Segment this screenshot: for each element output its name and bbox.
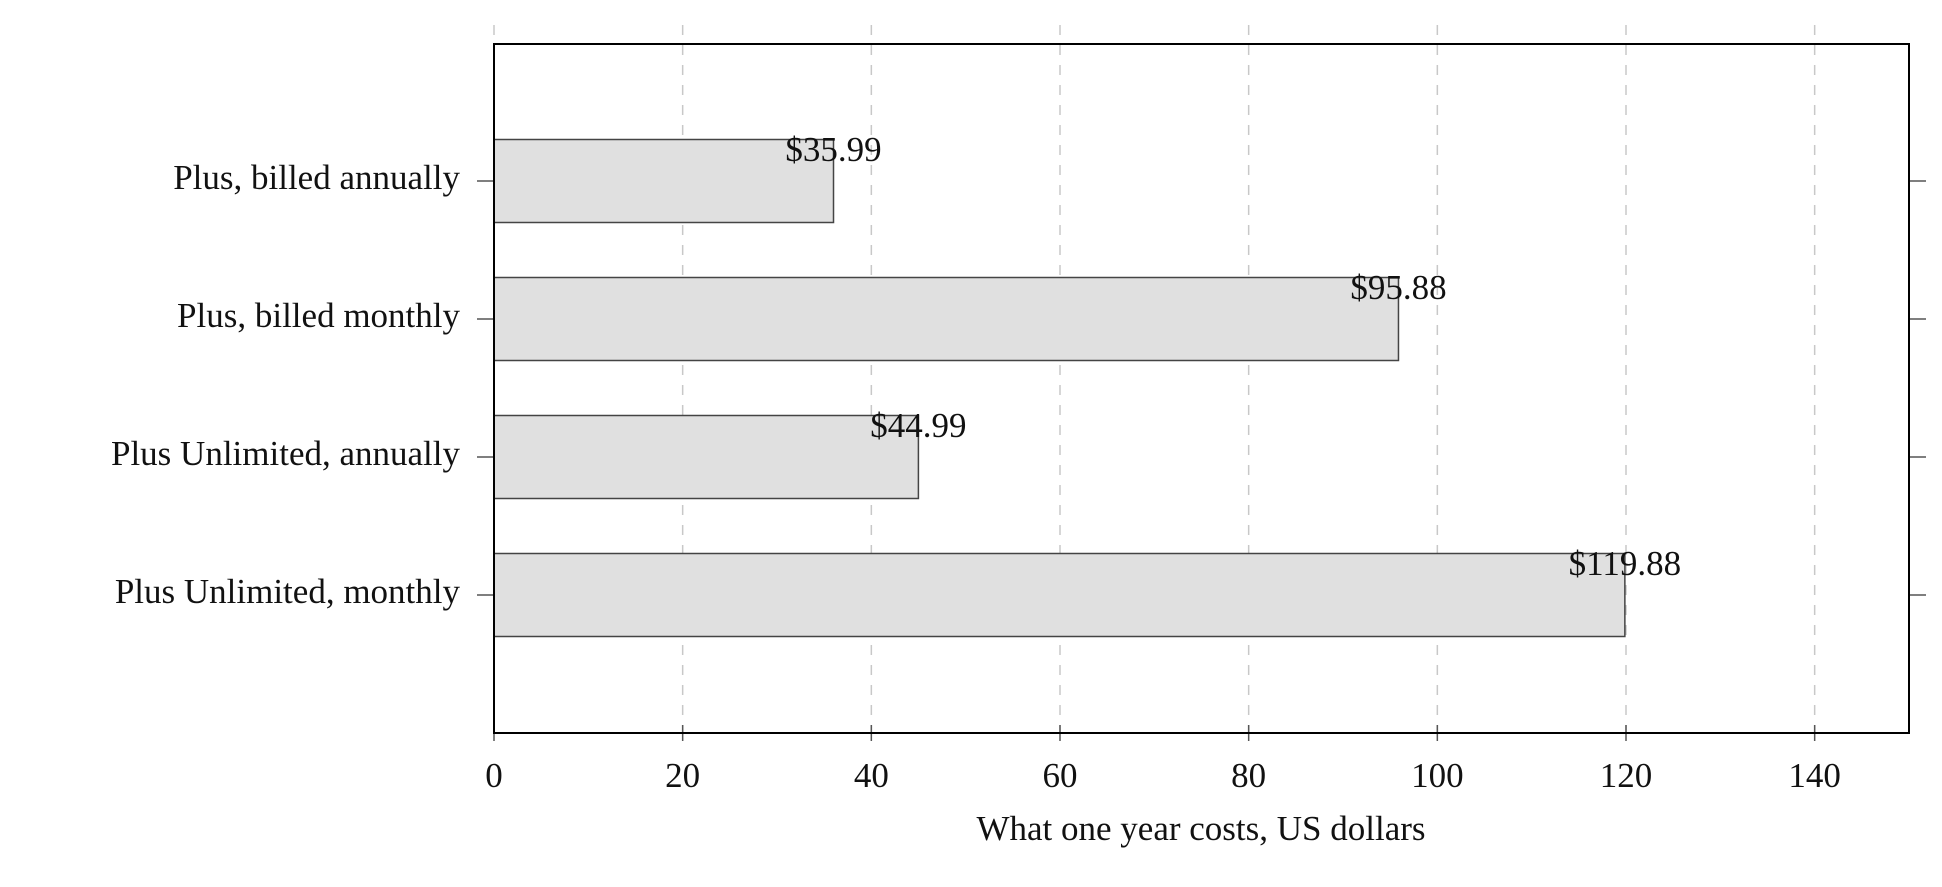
- data-label: $44.99: [870, 406, 966, 445]
- data-label: $35.99: [785, 130, 881, 169]
- x-axis-label: What one year costs, US dollars: [976, 809, 1425, 848]
- x-tick-label: 80: [1231, 756, 1266, 795]
- x-tick-label: 120: [1600, 756, 1653, 795]
- x-tick-label: 40: [854, 756, 889, 795]
- bar: [493, 138, 835, 224]
- bar: [493, 276, 1400, 362]
- y-tick-label: Plus Unlimited, monthly: [115, 572, 461, 611]
- x-tick-label: 0: [485, 756, 503, 795]
- data-label: $95.88: [1350, 268, 1446, 307]
- plot-frame: [493, 43, 1910, 734]
- data-label: $119.88: [1569, 544, 1681, 583]
- x-tick-label: 20: [665, 756, 700, 795]
- x-tick-label: 140: [1788, 756, 1841, 795]
- y-tick-label: Plus, billed monthly: [177, 296, 460, 335]
- bar: [493, 552, 1626, 638]
- x-tick-label: 60: [1043, 756, 1078, 795]
- x-tick-label: 100: [1411, 756, 1464, 795]
- bar: [493, 414, 920, 500]
- y-tick-label: Plus Unlimited, annually: [111, 434, 461, 473]
- y-tick-label: Plus, billed annually: [173, 158, 460, 197]
